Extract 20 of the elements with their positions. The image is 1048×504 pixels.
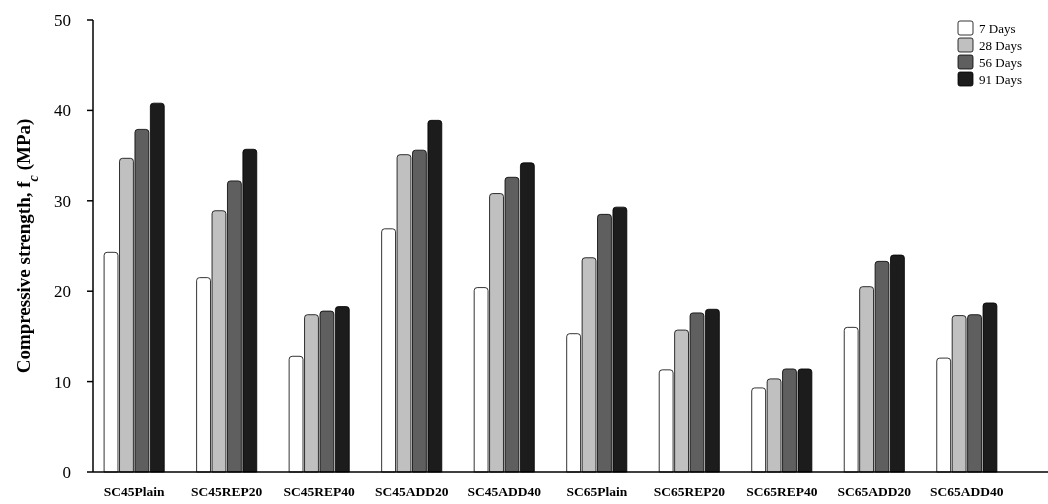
y-tick-label: 10 bbox=[54, 372, 71, 392]
x-tick-label: SC65ADD40 bbox=[930, 484, 1004, 499]
x-tick-label: SC45ADD20 bbox=[374, 484, 449, 499]
y-tick-label: 0 bbox=[62, 462, 71, 482]
y-tick-label: 20 bbox=[54, 282, 71, 302]
x-tick-label: SC65Plain bbox=[566, 484, 628, 499]
legend-label: 91 Days bbox=[979, 72, 1022, 87]
y-tick-label: 40 bbox=[54, 101, 71, 121]
x-tick-label: SC65REP20 bbox=[653, 484, 726, 499]
y-tick-label: 30 bbox=[54, 191, 71, 211]
y-tick-label: 50 bbox=[54, 10, 71, 30]
x-tick-label: SC45REP20 bbox=[191, 484, 263, 499]
x-tick-label: SC65ADD20 bbox=[837, 484, 912, 499]
x-tick-label: SC45Plain bbox=[103, 484, 166, 499]
legend-label: 7 Days bbox=[979, 21, 1016, 36]
legend-label: 28 Days bbox=[979, 38, 1022, 53]
x-tick-label: SC45ADD40 bbox=[467, 484, 542, 499]
x-tick-label: SC65REP40 bbox=[746, 484, 818, 499]
legend-label: 56 Days bbox=[979, 55, 1022, 70]
x-tick-label: SC45REP40 bbox=[283, 484, 356, 499]
